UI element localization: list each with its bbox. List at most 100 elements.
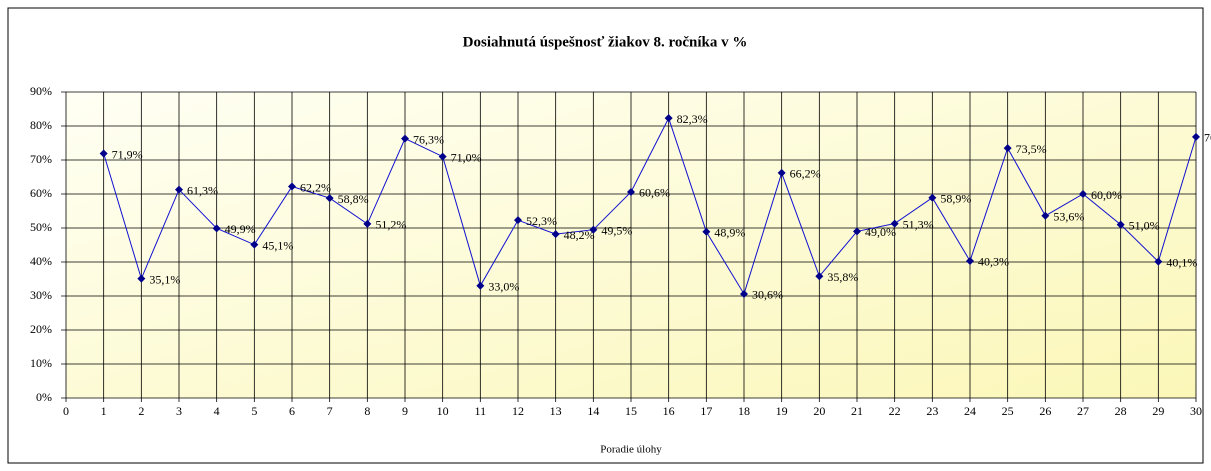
x-tick-label: 13 xyxy=(550,404,562,418)
data-label: 35,8% xyxy=(827,270,858,284)
data-line xyxy=(103,116,1197,296)
x-axis-label: Poradie úlohy xyxy=(600,444,662,456)
data-point xyxy=(928,193,937,202)
x-tick-label: 17 xyxy=(700,404,712,418)
y-tick-label: 60% xyxy=(30,186,52,200)
data-point xyxy=(401,134,409,143)
data-label: 49,0% xyxy=(865,225,896,239)
data-point xyxy=(966,256,974,265)
data-label: 40,1% xyxy=(1166,255,1197,269)
y-tick-label: 70% xyxy=(30,152,52,166)
data-point xyxy=(815,272,824,281)
data-label: 60,6% xyxy=(639,186,670,200)
x-tick-label: 8 xyxy=(364,404,370,418)
data-point xyxy=(288,182,296,191)
x-tick-label: 25 xyxy=(1002,404,1014,418)
data-point xyxy=(99,149,108,158)
data-point xyxy=(551,230,560,239)
data-label: 48,9% xyxy=(714,225,745,239)
x-tick-label: 12 xyxy=(512,404,524,418)
data-label: 33,0% xyxy=(488,280,519,294)
y-tick-label: 30% xyxy=(30,288,52,302)
x-tick-label: 28 xyxy=(1115,404,1127,418)
x-tick-label: 27 xyxy=(1077,404,1089,418)
x-tick-label: 20 xyxy=(813,404,825,418)
data-point xyxy=(476,281,485,290)
data-label: 62,2% xyxy=(300,180,331,194)
y-tick-label: 80% xyxy=(30,118,52,132)
x-tick-label: 18 xyxy=(738,404,750,418)
x-tick-label: 2 xyxy=(138,404,144,418)
data-label: 76,8% xyxy=(1204,131,1211,145)
data-point xyxy=(514,216,522,225)
x-tick-label: 24 xyxy=(964,404,976,418)
data-label: 49,5% xyxy=(601,223,632,237)
x-tick-label: 19 xyxy=(776,404,788,418)
data-point xyxy=(1154,257,1163,266)
data-point xyxy=(438,152,447,161)
x-tick-label: 0 xyxy=(63,404,69,418)
x-tick-label: 16 xyxy=(663,404,675,418)
data-point xyxy=(250,240,259,249)
data-label: 35,1% xyxy=(149,272,180,286)
data-label: 51,3% xyxy=(903,217,934,231)
data-point xyxy=(853,227,861,236)
y-tick-label: 10% xyxy=(30,356,52,370)
data-label: 60,0% xyxy=(1091,188,1122,202)
x-tick-label: 14 xyxy=(587,404,599,418)
data-label: 82,3% xyxy=(677,112,708,126)
data-point xyxy=(212,224,221,233)
data-point xyxy=(1192,132,1200,141)
data-point xyxy=(175,185,183,194)
x-tick-label: 29 xyxy=(1152,404,1164,418)
data-label: 71,9% xyxy=(112,147,143,161)
data-label: 53,6% xyxy=(1053,210,1084,224)
x-tick-label: 10 xyxy=(437,404,449,418)
data-label: 45,1% xyxy=(262,238,293,252)
data-label: 48,2% xyxy=(564,228,595,242)
data-point xyxy=(1003,144,1012,153)
data-point xyxy=(363,219,372,228)
data-point xyxy=(890,219,899,228)
x-tick-label: 15 xyxy=(625,404,637,418)
data-label: 30,6% xyxy=(752,288,783,302)
data-point xyxy=(1116,220,1125,229)
x-tick-label: 4 xyxy=(214,404,220,418)
y-tick-label: 90% xyxy=(30,84,52,98)
data-label: 49,9% xyxy=(225,222,256,236)
data-point xyxy=(740,289,748,298)
y-tick-label: 50% xyxy=(30,220,52,234)
data-label: 51,2% xyxy=(375,218,406,232)
data-point xyxy=(664,114,673,123)
y-tick-label: 40% xyxy=(30,254,52,268)
data-point xyxy=(702,227,711,236)
data-point xyxy=(325,194,334,203)
data-point xyxy=(137,274,146,283)
data-point xyxy=(589,225,598,234)
x-tick-label: 7 xyxy=(327,404,333,418)
data-label: 66,2% xyxy=(790,167,821,181)
data-point xyxy=(1041,211,1050,220)
data-label: 73,5% xyxy=(1016,142,1047,156)
data-label: 58,9% xyxy=(940,191,971,205)
y-tick-label: 0% xyxy=(36,390,52,404)
x-tick-label: 21 xyxy=(851,404,863,418)
x-tick-label: 5 xyxy=(251,404,257,418)
data-point xyxy=(777,168,786,177)
x-tick-label: 1 xyxy=(101,404,107,418)
data-label: 52,3% xyxy=(526,214,557,228)
data-label: 71,0% xyxy=(451,150,482,164)
x-tick-label: 22 xyxy=(889,404,901,418)
y-tick-label: 20% xyxy=(30,322,52,336)
x-tick-label: 11 xyxy=(475,404,487,418)
x-tick-label: 26 xyxy=(1039,404,1051,418)
data-label: 58,8% xyxy=(338,192,369,206)
x-tick-label: 30 xyxy=(1190,404,1202,418)
x-tick-label: 6 xyxy=(289,404,295,418)
x-tick-label: 9 xyxy=(402,404,408,418)
data-label: 51,0% xyxy=(1129,218,1160,232)
data-label: 76,3% xyxy=(413,132,444,146)
x-tick-label: 3 xyxy=(176,404,182,418)
x-tick-label: 23 xyxy=(926,404,938,418)
